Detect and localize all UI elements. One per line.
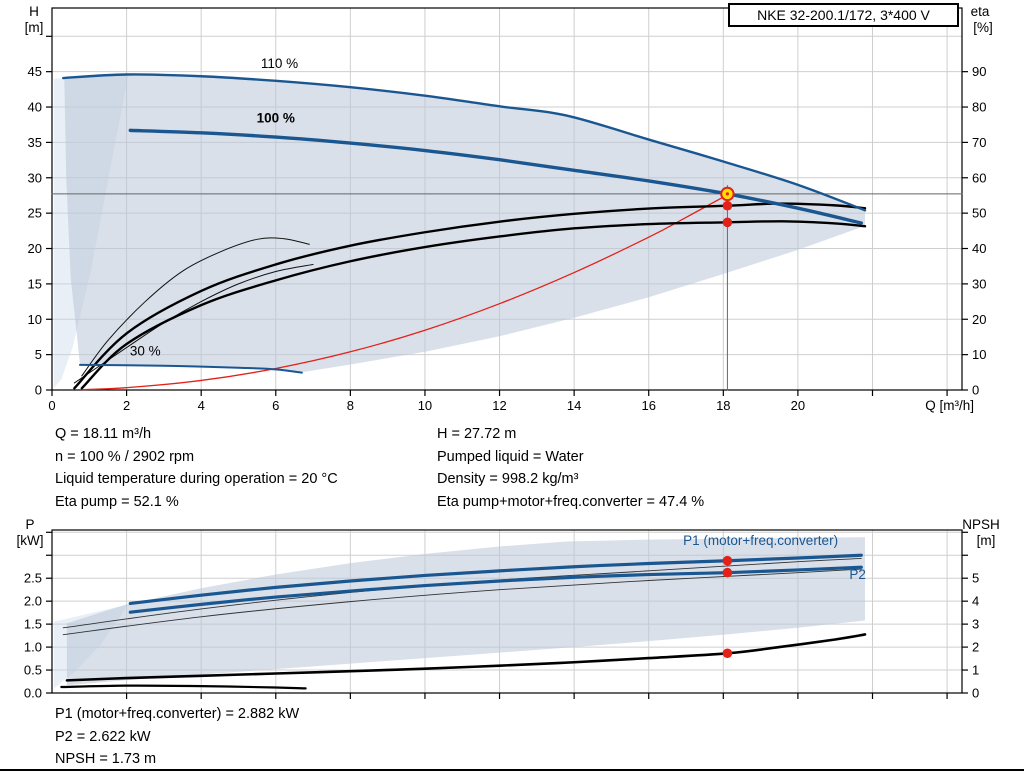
- tick-label-x: 4: [198, 398, 205, 413]
- operating-data-right-column: H = 27.72 m Pumped liquid = Water Densit…: [437, 423, 704, 513]
- tick-label-right: 0: [972, 686, 979, 701]
- speed-100-curve: [128, 128, 863, 225]
- tick-label-right: 80: [972, 100, 986, 115]
- tick-label-left: 25: [28, 206, 42, 221]
- tick-label-left: 40: [28, 100, 42, 115]
- speed-110-curve: [61, 73, 867, 212]
- axis-title: NPSH: [962, 517, 1000, 532]
- tick-label-x: 2: [123, 398, 130, 413]
- axis-title: [m]: [25, 20, 44, 35]
- p1-curve: [128, 553, 863, 606]
- tick-label-left: 30: [28, 170, 42, 185]
- liquid-temp-text: Liquid temperature during operation = 20…: [55, 471, 338, 487]
- tick-label-right: 40: [972, 241, 986, 256]
- label-110-pct: 110 %: [261, 56, 298, 71]
- eta-pump-text: Eta pump = 52.1 %: [55, 493, 179, 510]
- label-30-pct: 30 %: [130, 343, 161, 358]
- tick-label-right: 5: [972, 571, 979, 586]
- tick-label-left: 45: [28, 64, 42, 79]
- tick-label-right: 2: [972, 640, 979, 655]
- axis-title: [m]: [977, 533, 996, 548]
- tick-label-left: 1.0: [24, 640, 42, 655]
- tick-label-x: 6: [272, 398, 279, 413]
- duty-head-text: H = 27.72 m: [437, 426, 517, 442]
- p1-point: [722, 555, 733, 566]
- tick-label-left: 1.5: [24, 617, 42, 632]
- speed-30-curve: [78, 363, 303, 374]
- power-30-curve: [60, 684, 307, 690]
- axis-title: H: [29, 4, 39, 19]
- tick-label-left: 35: [28, 135, 42, 150]
- bottom-divider: [0, 769, 1024, 771]
- tick-label-left: 0.5: [24, 663, 42, 678]
- eta-reduced-speed-curve: [81, 237, 310, 377]
- operating-envelope: [64, 74, 866, 373]
- p2-point: [722, 567, 733, 578]
- p2-result-text: P2 = 2.622 kW: [55, 728, 151, 745]
- tick-label-left: 0: [35, 383, 42, 398]
- duty-flow-text: Q = 18.11 m³/h: [55, 426, 152, 442]
- tick-label-right: 4: [972, 594, 979, 609]
- npsh-point: [722, 648, 733, 659]
- tick-label-right: 3: [972, 617, 979, 632]
- power-thin-curve-2: [62, 568, 862, 636]
- tick-label-left: 10: [28, 312, 42, 327]
- tick-label-right: 0: [972, 383, 979, 398]
- tick-label-right: 1: [972, 663, 979, 678]
- results-column: P1 (motor+freq.converter) = 2.882 kW P2 …: [55, 703, 299, 771]
- tick-label-x: 12: [492, 398, 506, 413]
- eta-total-text: Eta pump+motor+freq.converter = 47.4 %: [437, 493, 705, 510]
- tick-label-x: 14: [567, 398, 581, 413]
- tick-label-x: 16: [641, 398, 655, 413]
- tick-label-right: 60: [972, 170, 986, 185]
- tick-label-right: 70: [972, 135, 986, 150]
- eta-thin-curve: [73, 263, 314, 384]
- tick-label-left: 5: [35, 347, 42, 362]
- eta-total-curve: [80, 220, 867, 390]
- duty-point-center: [725, 192, 730, 196]
- plot-frame: [51, 7, 963, 391]
- label-100-pct: 100 %: [257, 111, 295, 126]
- p1-result-text: P1 (motor+freq.converter) = 2.882 kW: [55, 706, 300, 722]
- pump-model-title: NKE 32-200.1/172, 3*400 V: [757, 7, 930, 23]
- p2-curve: [128, 565, 863, 614]
- tick-label-right: 10: [972, 347, 986, 362]
- tick-label-left: 0.0: [24, 686, 42, 701]
- plot-frame: [51, 529, 963, 694]
- tick-label-right: 50: [972, 206, 986, 221]
- tick-label-right: 30: [972, 276, 986, 291]
- density-text: Density = 998.2 kg/m³: [437, 471, 579, 487]
- axis-title: Q [m³/h]: [925, 398, 974, 413]
- axis-title: [kW]: [17, 533, 44, 548]
- tick-label-left: 15: [28, 276, 42, 291]
- pumped-liquid-text: Pumped liquid = Water: [437, 448, 584, 465]
- tick-label-right: 20: [972, 312, 986, 327]
- tick-label-x: 8: [347, 398, 354, 413]
- pump-model-title-box: NKE 32-200.1/172, 3*400 V: [728, 3, 959, 27]
- qh-eta-chart: 110 %100 %30 %05101520253035404501020304…: [25, 4, 993, 413]
- system-curve: [81, 194, 729, 391]
- npsh-result-text: NPSH = 1.73 m: [55, 751, 157, 767]
- tick-label-left: 2.0: [24, 594, 42, 609]
- eta-total-point: [722, 217, 733, 228]
- tick-label-x: 20: [791, 398, 805, 413]
- eta-pump-point: [722, 200, 733, 211]
- operating-data-left-column: Q = 18.11 m³/h n = 100 % / 2902 rpm Liqu…: [55, 423, 338, 513]
- axis-title: P: [25, 517, 34, 532]
- power-npsh-chart: P1 (motor+freq.converter)P20.00.51.01.52…: [17, 517, 1000, 701]
- tick-label-x: 18: [716, 398, 730, 413]
- axis-title: eta: [971, 4, 990, 19]
- tick-label-x: 10: [418, 398, 432, 413]
- tick-label-x: 0: [48, 398, 55, 413]
- speed-text: n = 100 % / 2902 rpm: [55, 448, 195, 465]
- p1-label: P1 (motor+freq.converter): [683, 533, 838, 548]
- axis-title: [%]: [973, 20, 993, 35]
- p2-label: P2: [849, 567, 866, 582]
- tick-label-right: 90: [972, 64, 986, 79]
- npsh-curve: [65, 633, 867, 682]
- tick-label-left: 2.5: [24, 571, 42, 586]
- tick-label-left: 20: [28, 241, 42, 256]
